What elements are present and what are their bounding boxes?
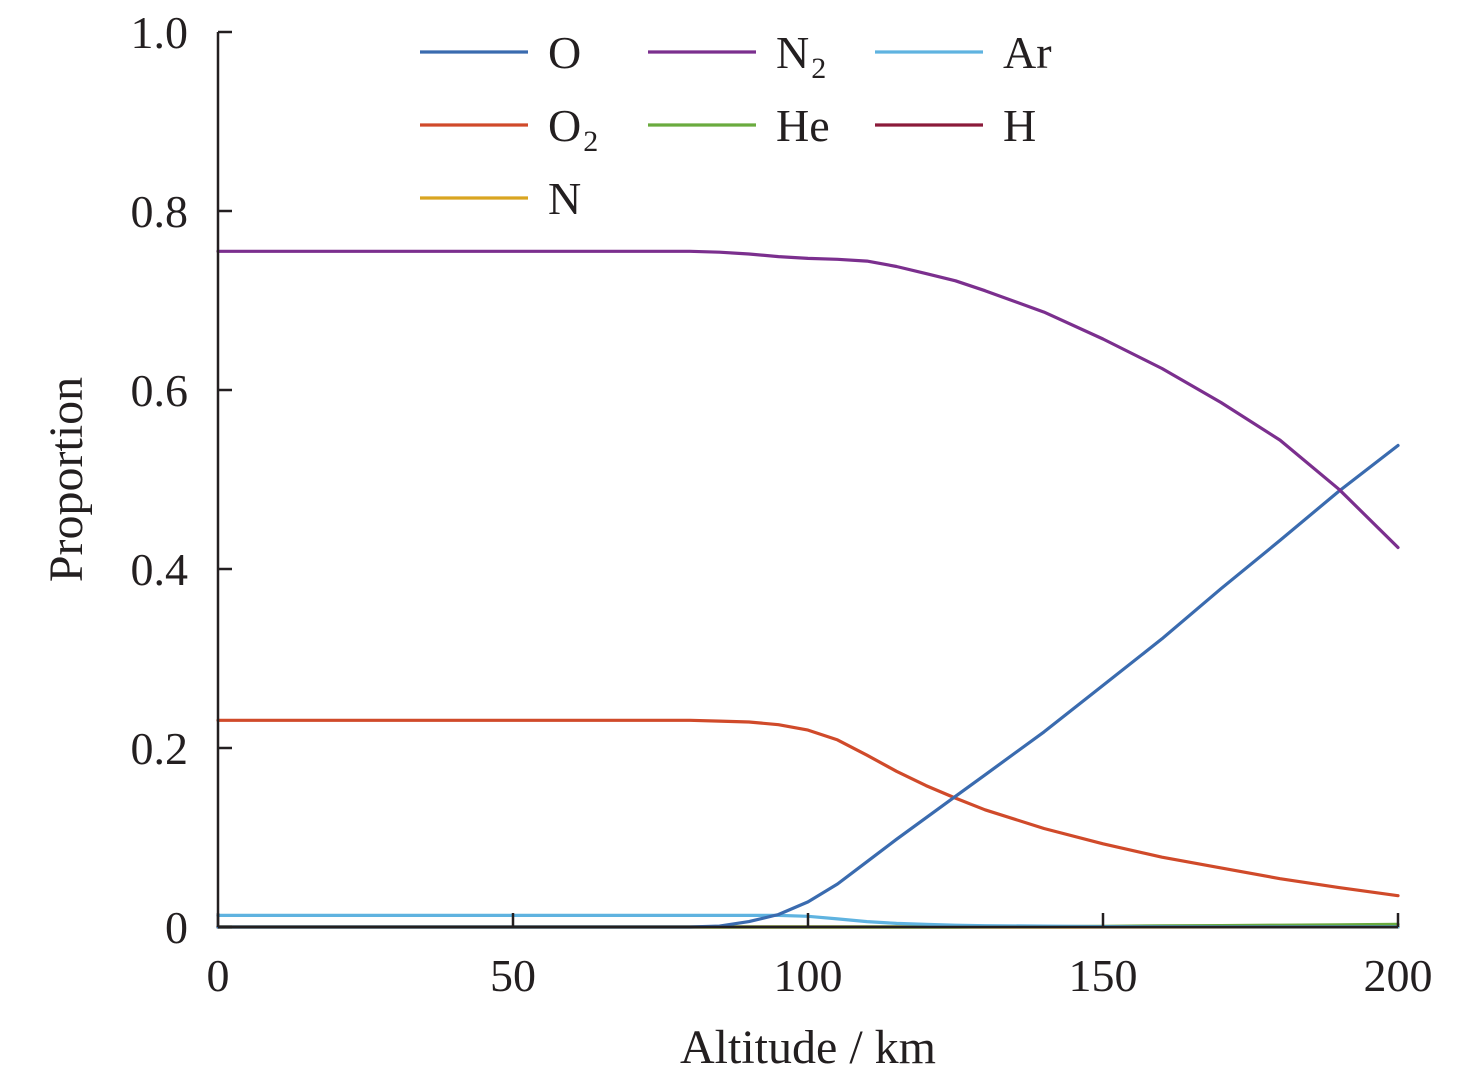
x-tick-label: 200 [1364,950,1433,1001]
legend-label: O2 [548,100,598,158]
x-tick-label: 0 [207,950,230,1001]
y-tick-label: 1.0 [131,7,189,58]
x-tick-label: 50 [490,950,536,1001]
x-tick-label: 100 [774,950,843,1001]
legend-item-he: He [648,100,830,151]
y-tick-label: 0.4 [131,544,189,595]
legend: O N2 Ar O2 He H N [420,27,1052,224]
x-axis-label: Altitude / km [680,1021,936,1074]
y-tick-label: 0.8 [131,186,189,237]
y-tick-label: 0 [165,902,188,953]
plot-lines [216,249,1400,929]
legend-label: O [548,27,581,78]
legend-label: H [1003,100,1036,151]
series-line-o2 [216,718,1400,898]
y-axis-label: Proportion [40,377,93,582]
legend-label: N [548,173,581,224]
legend-label: Ar [1003,27,1052,78]
legend-item-ar: Ar [875,27,1052,78]
legend-item-n2: N2 [648,27,826,85]
axes [216,32,1398,929]
series-line-n2 [216,249,1400,550]
y-tick-label: 0.2 [131,723,189,774]
legend-label: He [776,100,830,151]
y-tick-label: 0.6 [131,365,189,416]
legend-label: N2 [776,27,826,85]
x-ticks: 0 50 100 150 200 [207,913,1433,1001]
legend-item-o: O [420,27,581,78]
legend-item-n: N [420,173,581,224]
legend-item-o2: O2 [420,100,598,158]
legend-item-h: H [875,100,1036,151]
series-line-o [216,443,1400,929]
x-tick-label: 150 [1069,950,1138,1001]
y-ticks: 0 0.2 0.4 0.6 0.8 1.0 [131,7,232,953]
